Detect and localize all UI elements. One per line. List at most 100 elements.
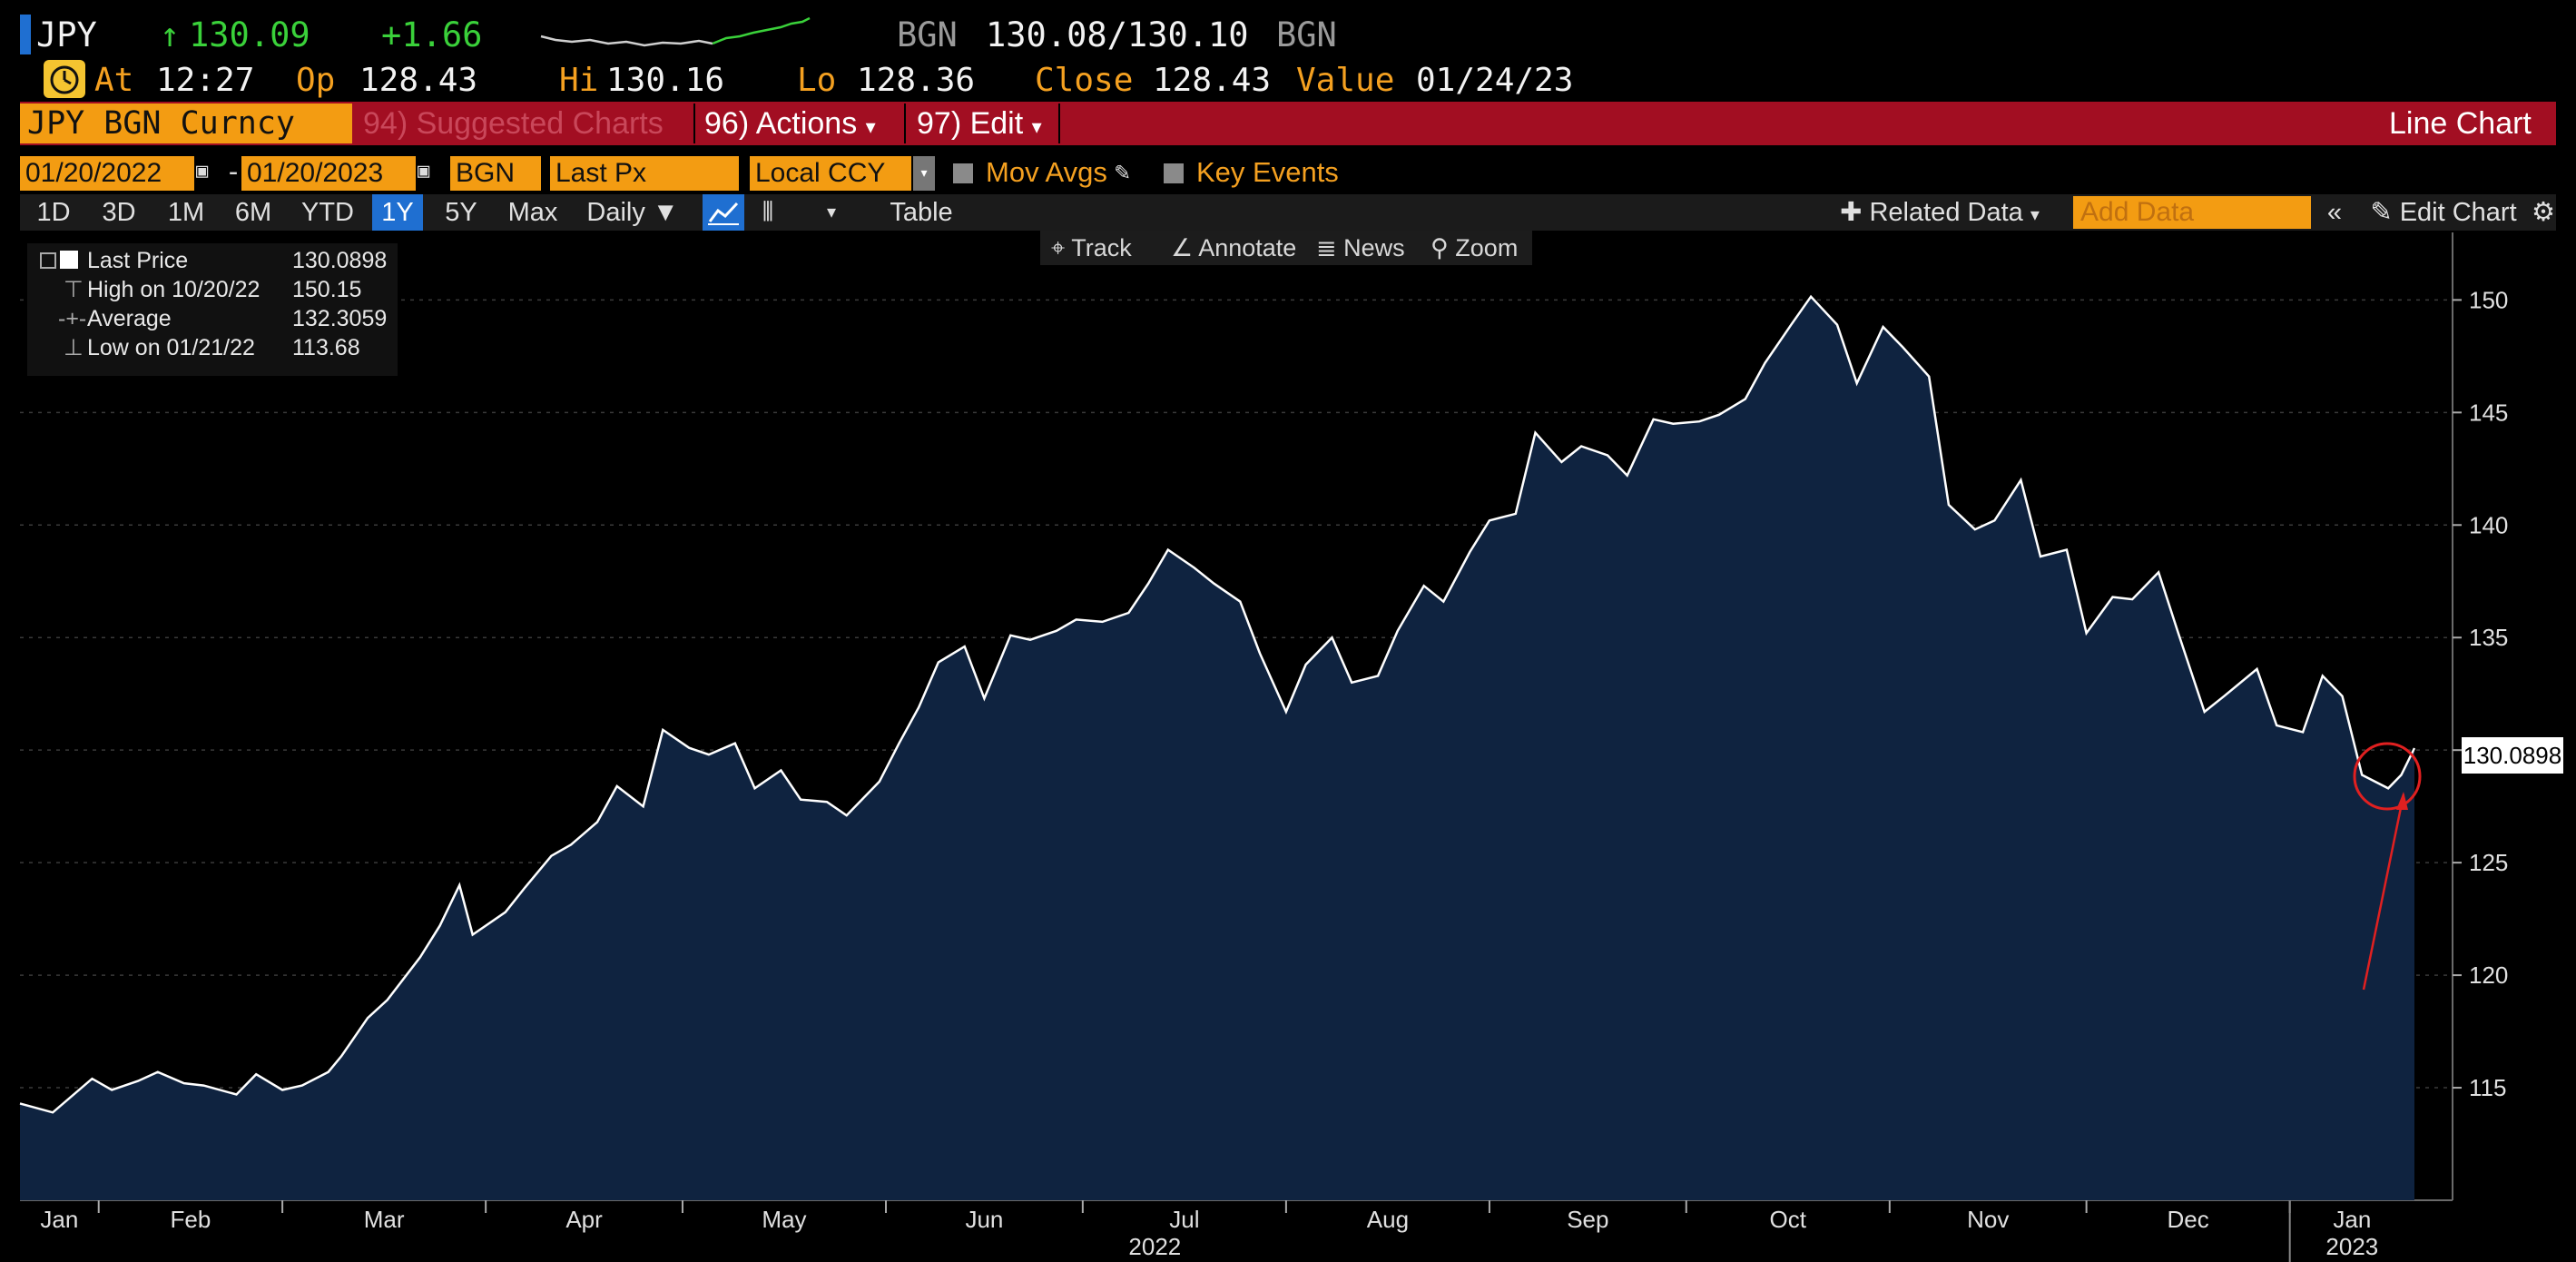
range-1m-button[interactable]: 1M	[167, 198, 205, 227]
field-input[interactable]: Last Px	[550, 156, 739, 191]
range-1y-button[interactable]: 1Y	[372, 194, 423, 231]
table-button[interactable]: Table	[890, 198, 953, 227]
x-tick-label: Jul	[1169, 1206, 1199, 1233]
x-tick-label: Apr	[565, 1206, 603, 1233]
price-change: +1.66	[381, 15, 483, 54]
x-tick-label: Nov	[1967, 1206, 2009, 1233]
menu-divider	[693, 104, 695, 143]
legend-low-value: 113.68	[292, 335, 360, 360]
edit-chart-button[interactable]: ✎ Edit Chart	[2360, 194, 2527, 231]
chevron-down-icon[interactable]: ▾	[826, 202, 837, 222]
source-label: BGN	[897, 15, 958, 54]
caret-down-icon: ▼	[652, 198, 679, 227]
security-field[interactable]: JPY BGN Curncy	[20, 104, 352, 143]
range-1d-button[interactable]: 1D	[36, 198, 71, 227]
y-tick-label: 135	[2469, 624, 2508, 651]
chevron-down-icon: ▾	[2030, 205, 2040, 225]
legend-average-label: Average	[87, 306, 172, 331]
last-value-label: 130.0898	[2462, 737, 2563, 774]
mov-avgs-checkbox[interactable]	[953, 163, 973, 183]
up-arrow-icon: ↑	[160, 15, 181, 54]
news-icon: ≣	[1316, 234, 1337, 261]
end-date-input[interactable]: 01/20/2023	[241, 156, 416, 191]
key-events-label[interactable]: Key Events	[1196, 156, 1339, 188]
date-dash: -	[225, 156, 242, 188]
annotate-tool[interactable]: ∠ Annotate	[1171, 231, 1296, 265]
pencil-icon[interactable]: ✎	[1115, 156, 1130, 186]
chart-type-label[interactable]: Line Chart	[2389, 106, 2532, 141]
track-label: Track	[1071, 234, 1132, 261]
actions-button[interactable]: 96) Actions ▾	[704, 104, 876, 143]
legend-average-value: 132.3059	[292, 306, 388, 331]
y-tick-label: 125	[2469, 849, 2508, 876]
low-marker-icon: ⊥	[64, 335, 84, 360]
year-label: 2023	[2325, 1233, 2378, 1260]
source-input[interactable]: BGN	[450, 156, 541, 191]
x-tick-label: Jan	[2333, 1206, 2371, 1233]
open-value: 128.43	[359, 62, 478, 99]
high-value: 130.16	[606, 62, 725, 99]
annotation-arrow	[2362, 794, 2405, 991]
chevron-down-icon: ▾	[865, 115, 876, 138]
range-5y-button[interactable]: 5Y	[445, 198, 477, 227]
x-tick-label: Jun	[965, 1206, 1003, 1233]
chart-tool-strip	[1040, 231, 1532, 265]
related-data-button[interactable]: ✚ Related Data ▾	[1828, 194, 2051, 231]
price-area	[20, 296, 2414, 1200]
y-tick-label: 120	[2469, 961, 2508, 989]
suggested-charts-button[interactable]: 94) Suggested Charts	[363, 106, 664, 141]
periodicity-label: Daily	[586, 198, 645, 227]
x-tick-label: Aug	[1367, 1206, 1409, 1233]
zoom-tool[interactable]: ⚲ Zoom	[1431, 231, 1518, 265]
chevron-down-icon: ▾	[1031, 115, 1042, 138]
value-date: 01/24/23	[1416, 62, 1574, 99]
range-6m-button[interactable]: 6M	[234, 198, 272, 227]
add-data-input[interactable]: Add Data	[2073, 196, 2311, 229]
start-date-input[interactable]: 01/20/2022	[20, 156, 194, 191]
news-tool[interactable]: ≣ News	[1316, 231, 1405, 265]
legend-swatch	[60, 251, 78, 269]
legend-last-label: Last Price	[87, 248, 189, 273]
calendar-icon[interactable]: ▣	[196, 160, 209, 182]
price-line	[19, 294, 2416, 1114]
value-label: Value	[1296, 62, 1395, 99]
arrow-head	[2396, 792, 2408, 810]
track-tool[interactable]: ⌖ Track	[1051, 231, 1132, 265]
crosshair-icon: ⌖	[1051, 234, 1066, 261]
close-label: Close	[1035, 62, 1134, 99]
x-tick-label: Sep	[1567, 1206, 1608, 1233]
x-tick-label: Oct	[1770, 1206, 1807, 1233]
legend-high-label: High on 10/20/22	[87, 277, 261, 302]
y-tick-label: 115	[2469, 1074, 2506, 1101]
y-tick-label: 150	[2469, 286, 2508, 313]
ticker-indicator	[20, 15, 31, 54]
x-tick-label: Jan	[40, 1206, 78, 1233]
last-price: 130.09	[189, 15, 310, 54]
ticker-symbol[interactable]: JPY	[36, 15, 97, 54]
range-ytd-button[interactable]: YTD	[301, 198, 354, 227]
range-3d-button[interactable]: 3D	[102, 198, 136, 227]
y-tick-label: 140	[2469, 511, 2508, 538]
bar-chart-icon[interactable]: ⫴	[762, 198, 774, 227]
y-axis-ticks: 115120125130135140145150	[2453, 286, 2508, 1101]
y-tick-label: 145	[2469, 399, 2508, 426]
periodicity-select[interactable]: Daily ▼	[577, 194, 688, 231]
mov-avgs-label[interactable]: Mov Avgs	[986, 156, 1107, 188]
collapse-icon[interactable]: «	[2326, 198, 2343, 227]
edit-button[interactable]: 97) Edit ▾	[917, 104, 1042, 143]
gear-icon[interactable]: ⚙	[2532, 198, 2555, 227]
legend-expand-icon[interactable]	[40, 252, 56, 269]
line-chart-icon[interactable]	[703, 194, 744, 231]
chevron-down-icon[interactable]: ▾	[913, 156, 935, 191]
menu-divider	[1058, 104, 1060, 143]
key-events-checkbox[interactable]	[1164, 163, 1184, 183]
currency-select[interactable]: Local CCY	[750, 156, 911, 191]
range-max-button[interactable]: Max	[507, 198, 558, 227]
highlight-circle	[2353, 742, 2422, 811]
x-tick-label: May	[762, 1206, 806, 1233]
bid-ask: 130.08/130.10	[986, 15, 1249, 54]
calendar-icon[interactable]: ▣	[418, 160, 430, 182]
related-data-label: Related Data	[1869, 198, 2023, 227]
open-label: Op	[296, 62, 336, 99]
